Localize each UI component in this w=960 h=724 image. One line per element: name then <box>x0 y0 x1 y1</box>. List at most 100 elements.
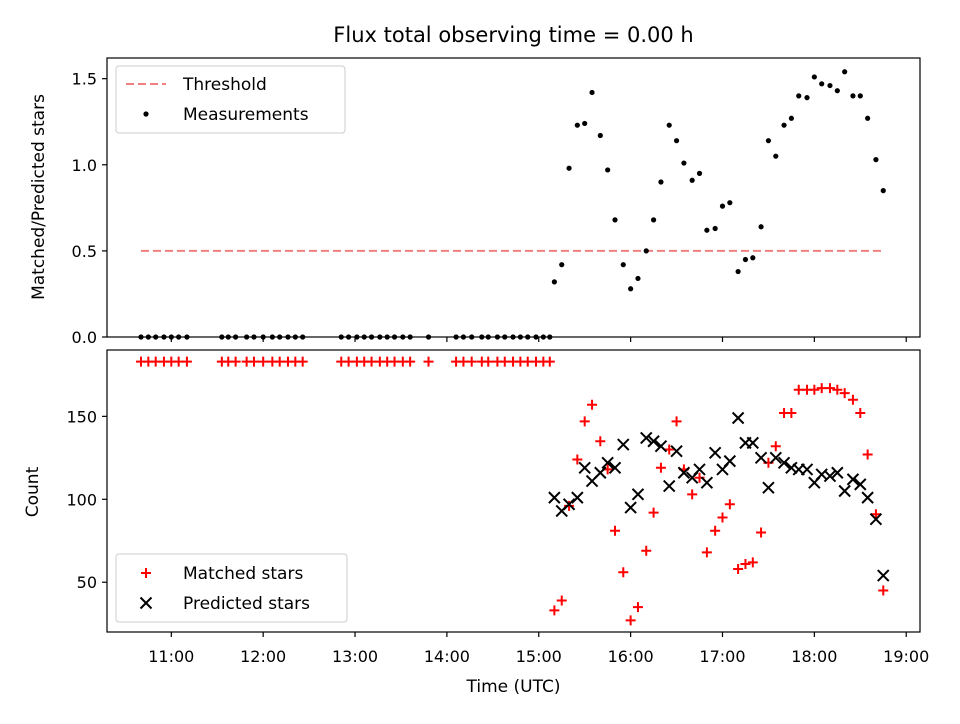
matched-star-point <box>855 408 866 419</box>
predicted-star-point <box>785 461 798 474</box>
x-axis: 11:00 12:00 13:00 14:00 15:00 16:00 17:00 18:00… <box>148 337 929 666</box>
measurement-point <box>834 88 840 94</box>
matched-legend-swatch <box>141 568 151 578</box>
measurement-point <box>346 334 352 340</box>
matched-star-point <box>655 462 666 473</box>
measurement-point <box>292 334 298 340</box>
measurement-point <box>233 334 239 340</box>
matched-star-point <box>587 399 598 410</box>
predicted-star-point <box>594 466 607 479</box>
measurement-point <box>773 153 779 159</box>
measurement-point <box>582 120 588 127</box>
predicted-star-point <box>548 491 561 504</box>
measurement-point <box>559 262 565 268</box>
measurement-point <box>225 334 231 340</box>
matched-star-point <box>549 605 560 616</box>
x-tick-label: 19:00 <box>883 647 929 666</box>
measurement-point <box>184 334 190 340</box>
predicted-star-point <box>877 569 890 582</box>
matched-star-point <box>230 356 241 367</box>
predicted-star-point <box>754 451 768 465</box>
matched-star-point <box>181 356 192 367</box>
measurement-point <box>485 334 491 340</box>
measurement-point <box>681 160 687 166</box>
x-tick-label: 17:00 <box>699 647 745 666</box>
measurement-point <box>597 132 603 139</box>
measurement-point <box>494 334 501 340</box>
predicted-star-point <box>562 498 576 511</box>
matched-star-point <box>740 558 751 569</box>
measurement-point <box>533 334 539 340</box>
predicted-star-point <box>861 491 874 504</box>
measurement-point <box>689 177 695 183</box>
measurement-point <box>338 334 344 340</box>
measurement-point <box>153 334 159 340</box>
measurement-point <box>361 334 367 340</box>
measurement-point <box>880 188 886 194</box>
matched-star-point <box>556 595 567 606</box>
bottom-plot-frame <box>106 349 921 633</box>
predicted-star-point <box>654 440 668 453</box>
predicted-star-point <box>640 431 653 445</box>
matched-star-point <box>832 384 843 395</box>
measurement-point <box>658 179 664 185</box>
measurement-point <box>765 138 772 144</box>
matched-star-point <box>687 489 698 500</box>
predicted-star-point <box>670 444 683 458</box>
measurement-point <box>400 334 406 340</box>
top-y-tick-label: 0.5 <box>72 242 97 261</box>
predicted-star-point <box>677 466 691 479</box>
matched-star-point <box>483 356 494 367</box>
measurements-legend-label: Measurements <box>183 105 309 125</box>
top-y-tick-label: 0.0 <box>72 328 97 347</box>
predicted-star-point <box>769 451 782 465</box>
measurement-point <box>781 122 787 128</box>
matched-star-point <box>839 388 850 399</box>
predicted-star-point <box>601 456 614 470</box>
measurement-point <box>161 334 167 340</box>
predicted-star-point <box>846 473 860 486</box>
measurement-point <box>479 334 485 340</box>
predicted-legend-label: Predicted stars <box>183 594 310 614</box>
measurement-point <box>574 122 580 128</box>
measurement-point <box>696 170 703 176</box>
measurement-point <box>620 262 626 268</box>
predicted-star-point <box>854 478 867 491</box>
predicted-star-point <box>831 466 844 479</box>
matched-star-point <box>664 444 675 455</box>
measurement-point <box>407 334 413 340</box>
measurement-point <box>285 334 291 340</box>
top-legend-box <box>115 65 346 134</box>
predicted-star-point <box>838 484 851 498</box>
matched-star-point <box>405 356 416 367</box>
predicted-star-point <box>800 463 814 476</box>
measurement-point <box>827 82 833 89</box>
matched-star-point <box>870 509 881 520</box>
threshold-legend-label: Threshold <box>182 75 267 95</box>
bottom-legend: Matched stars Predicted stars <box>115 553 348 623</box>
predicted-star-point <box>762 481 775 494</box>
measurement-point <box>605 167 611 173</box>
matched-star-point <box>701 547 712 558</box>
x-tick-label: 18:00 <box>791 647 837 666</box>
predicted-star-point <box>617 438 630 451</box>
predicted-star-point <box>647 435 660 448</box>
measurements-legend-swatch <box>143 111 149 117</box>
predicted-star-point <box>631 488 645 501</box>
matched-star-point <box>809 384 820 395</box>
x-axis-label: Time (UTC) <box>466 677 561 697</box>
measurement-point <box>384 334 390 340</box>
predicted-star-point <box>571 491 584 504</box>
matched-star-point <box>423 356 434 367</box>
measurement-point <box>219 334 225 340</box>
predicted-star-point <box>608 461 622 474</box>
measurement-point <box>635 275 641 282</box>
measurement-point <box>735 268 741 275</box>
measurement-point <box>819 81 825 87</box>
matched-star-point <box>847 394 858 405</box>
measurement-point <box>425 334 432 340</box>
measurement-point <box>300 334 306 340</box>
matched-star-point <box>544 356 555 367</box>
